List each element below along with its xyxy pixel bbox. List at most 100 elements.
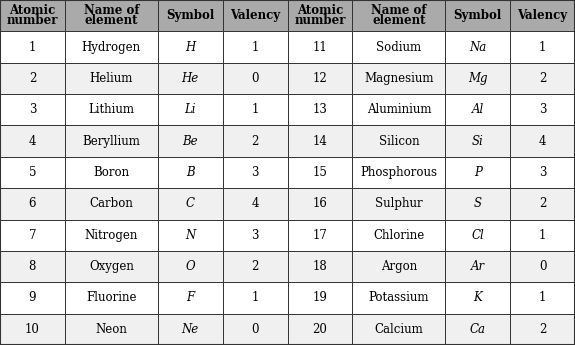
Text: Magnesium: Magnesium — [364, 72, 434, 85]
Bar — [510, 94, 575, 126]
Text: number: number — [7, 14, 58, 27]
Bar — [158, 188, 223, 219]
Bar — [446, 282, 510, 314]
Text: 15: 15 — [312, 166, 327, 179]
Text: Potassium: Potassium — [369, 292, 429, 304]
Text: 10: 10 — [25, 323, 40, 336]
Bar — [0, 31, 65, 63]
Text: H: H — [185, 41, 196, 53]
Text: 2: 2 — [539, 323, 546, 336]
Bar — [0, 157, 65, 188]
Text: 1: 1 — [539, 41, 546, 53]
Text: 1: 1 — [251, 103, 259, 116]
Text: 12: 12 — [313, 72, 327, 85]
Bar — [288, 251, 352, 282]
Bar — [158, 126, 223, 157]
Bar — [446, 31, 510, 63]
Bar — [352, 0, 446, 31]
Bar — [446, 157, 510, 188]
Text: Valency: Valency — [518, 9, 568, 22]
Text: 3: 3 — [539, 103, 546, 116]
Text: K: K — [473, 292, 482, 304]
Text: O: O — [186, 260, 195, 273]
Bar — [288, 94, 352, 126]
Text: 9: 9 — [29, 292, 36, 304]
Text: 1: 1 — [251, 292, 259, 304]
Text: Helium: Helium — [90, 72, 133, 85]
Bar — [65, 314, 158, 345]
Text: Lithium: Lithium — [89, 103, 135, 116]
Text: Name of: Name of — [83, 4, 139, 17]
Text: 1: 1 — [29, 41, 36, 53]
Text: 11: 11 — [313, 41, 327, 53]
Text: Valency: Valency — [230, 9, 280, 22]
Text: Ne: Ne — [182, 323, 199, 336]
Text: He: He — [182, 72, 199, 85]
Text: 2: 2 — [251, 135, 259, 148]
Text: 4: 4 — [29, 135, 36, 148]
Text: Cl: Cl — [472, 229, 484, 242]
Text: P: P — [474, 166, 482, 179]
Text: Oxygen: Oxygen — [89, 260, 134, 273]
Text: Ar: Ar — [471, 260, 485, 273]
Text: 2: 2 — [539, 72, 546, 85]
Bar — [446, 188, 510, 219]
Bar — [510, 314, 575, 345]
Text: 5: 5 — [29, 166, 36, 179]
Text: B: B — [186, 166, 194, 179]
Bar — [223, 157, 288, 188]
Bar — [288, 282, 352, 314]
Bar — [510, 219, 575, 251]
Text: Argon: Argon — [381, 260, 417, 273]
Text: F: F — [186, 292, 194, 304]
Text: Carbon: Carbon — [89, 197, 133, 210]
Bar — [288, 126, 352, 157]
Bar — [352, 282, 446, 314]
Bar — [352, 31, 446, 63]
Bar — [65, 282, 158, 314]
Text: 1: 1 — [251, 41, 259, 53]
Bar — [158, 31, 223, 63]
Text: Sodium: Sodium — [376, 41, 421, 53]
Bar — [158, 0, 223, 31]
Text: Hydrogen: Hydrogen — [82, 41, 141, 53]
Bar — [446, 314, 510, 345]
Bar — [288, 219, 352, 251]
Bar — [446, 219, 510, 251]
Bar — [223, 188, 288, 219]
Bar — [446, 126, 510, 157]
Bar — [510, 251, 575, 282]
Bar — [510, 31, 575, 63]
Bar — [158, 94, 223, 126]
Text: number: number — [294, 14, 346, 27]
Text: 4: 4 — [251, 197, 259, 210]
Text: Sulphur: Sulphur — [375, 197, 423, 210]
Bar — [65, 126, 158, 157]
Text: Al: Al — [472, 103, 484, 116]
Bar — [65, 251, 158, 282]
Text: S: S — [474, 197, 482, 210]
Text: Nitrogen: Nitrogen — [85, 229, 138, 242]
Text: 2: 2 — [539, 197, 546, 210]
Bar — [158, 251, 223, 282]
Bar — [0, 188, 65, 219]
Bar — [288, 314, 352, 345]
Bar — [0, 63, 65, 94]
Text: 0: 0 — [251, 72, 259, 85]
Text: 4: 4 — [539, 135, 546, 148]
Text: 19: 19 — [312, 292, 327, 304]
Bar — [352, 251, 446, 282]
Bar — [158, 157, 223, 188]
Text: 2: 2 — [29, 72, 36, 85]
Text: 1: 1 — [539, 229, 546, 242]
Text: 3: 3 — [29, 103, 36, 116]
Text: Be: Be — [182, 135, 198, 148]
Text: 8: 8 — [29, 260, 36, 273]
Bar — [288, 63, 352, 94]
Text: 0: 0 — [539, 260, 546, 273]
Text: Atomic: Atomic — [9, 4, 56, 17]
Bar — [158, 63, 223, 94]
Text: 6: 6 — [29, 197, 36, 210]
Text: Fluorine: Fluorine — [86, 292, 137, 304]
Text: Phosphorous: Phosphorous — [361, 166, 438, 179]
